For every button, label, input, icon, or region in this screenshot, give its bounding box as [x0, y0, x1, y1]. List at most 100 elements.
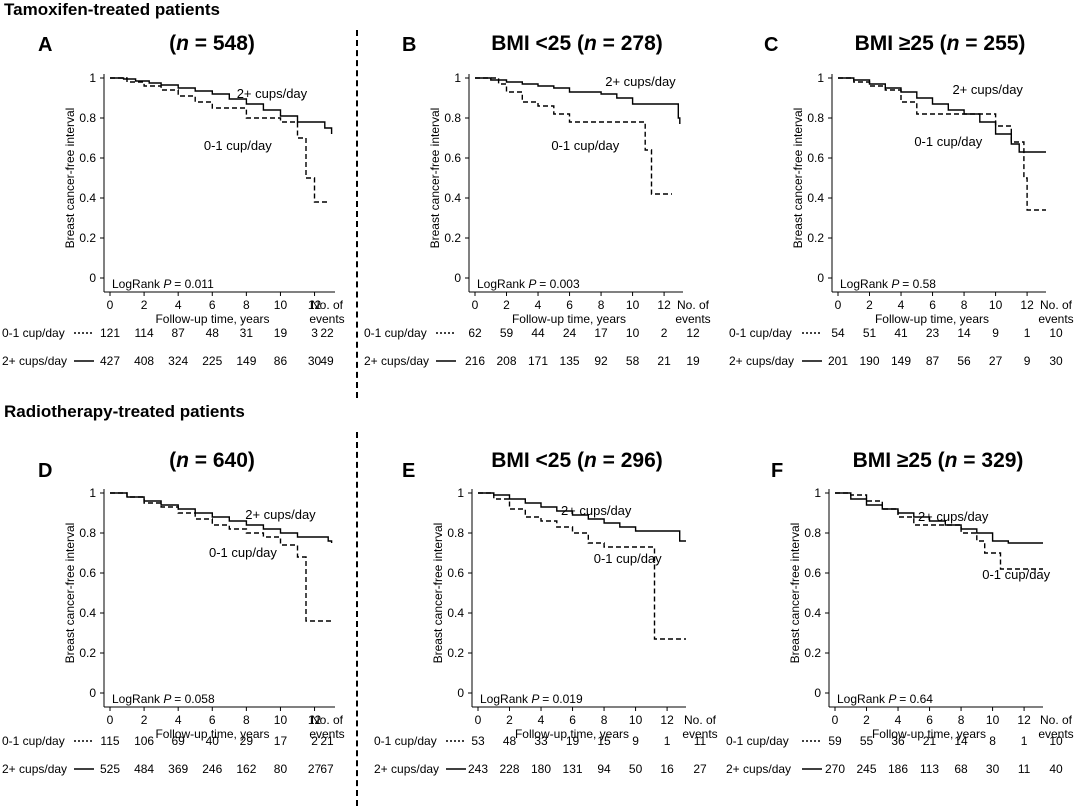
- risk-row-2-cups-count: 50: [629, 762, 643, 776]
- risk-row-0-1-cup-count: 14: [957, 326, 971, 340]
- risk-row-2-cups-count: 80: [274, 762, 288, 776]
- events-header-line1: No. of: [1040, 298, 1073, 312]
- risk-row-0-1-cup-count: 106: [134, 734, 154, 748]
- risk-row-0-1-cup-count: 121: [100, 326, 120, 340]
- panel-title-c: BMI ≥25 (n = 255): [854, 32, 1026, 55]
- annotation-2-cups: 2+ cups/day: [245, 507, 316, 522]
- risk-row-2-cups-count: 87: [926, 354, 940, 368]
- x-tick-label: 0: [835, 298, 842, 312]
- events-header-line2: events: [309, 312, 344, 326]
- panel-title-a: (n = 548): [169, 32, 255, 55]
- risk-row-0-1-cup-events: 21: [320, 734, 334, 748]
- risk-row-0-1-cup-count: 14: [954, 734, 968, 748]
- risk-row-2-cups-events: 40: [1049, 762, 1063, 776]
- divider-top: [356, 30, 358, 398]
- risk-row-0-1-cup-count: 3: [311, 326, 318, 340]
- y-tick-label: 0.6: [79, 151, 96, 165]
- risk-row-2-cups-count: 30: [986, 762, 1000, 776]
- series-2-cups-line: [110, 492, 333, 543]
- series-0-1-cup-line: [838, 77, 1046, 211]
- y-tick-label: 1: [457, 486, 464, 500]
- x-axis-label: Follow-up time, years: [515, 727, 629, 741]
- x-tick-label: 2: [141, 298, 148, 312]
- risk-row-2-cups-events: 67: [320, 762, 334, 776]
- risk-row-0-1-cup-label: 0-1 cup/day: [729, 326, 792, 340]
- panel-letter-a: A: [38, 34, 53, 56]
- series-2-cups-line: [835, 492, 1043, 544]
- risk-row-2-cups-count: 225: [202, 354, 222, 368]
- risk-row-2-cups-count: 245: [856, 762, 876, 776]
- risk-row-2-cups-count: 16: [660, 762, 674, 776]
- x-tick-label: 10: [274, 298, 288, 312]
- risk-row-0-1-cup-count: 115: [100, 734, 119, 748]
- y-axis-label: Breast cancer-free interval: [431, 523, 445, 664]
- x-axis-label: Follow-up time, years: [155, 312, 269, 326]
- risk-row-2-cups-events: 27: [693, 762, 707, 776]
- series-0-1-cup-line: [110, 77, 329, 203]
- logrank-label: LogRank P = 0.64: [837, 692, 933, 706]
- x-tick-label: 6: [926, 713, 933, 727]
- risk-row-2-cups-count: 58: [626, 354, 640, 368]
- events-header-line1: No. of: [684, 713, 717, 727]
- x-tick-label: 0: [475, 713, 482, 727]
- y-axis-label: Breast cancer-free interval: [791, 108, 805, 249]
- risk-row-0-1-cup-count: 48: [206, 326, 220, 340]
- series-2-cups-line: [475, 77, 681, 124]
- y-axis-label: Breast cancer-free interval: [428, 108, 442, 249]
- risk-row-0-1-cup-count: 31: [240, 326, 254, 340]
- risk-row-0-1-cup-count: 10: [626, 326, 640, 340]
- risk-row-0-1-cup-count: 53: [471, 734, 485, 748]
- risk-row-0-1-cup-count: 1: [664, 734, 671, 748]
- risk-row-0-1-cup-count: 33: [534, 734, 548, 748]
- risk-row-2-cups-events: 30: [1049, 354, 1063, 368]
- x-tick-label: 0: [107, 298, 114, 312]
- y-tick-label: 0: [89, 271, 96, 285]
- risk-row-0-1-cup-count: 15: [597, 734, 611, 748]
- x-tick-label: 8: [601, 713, 608, 727]
- risk-row-0-1-cup-count: 41: [894, 326, 908, 340]
- risk-row-0-1-cup-count: 29: [240, 734, 254, 748]
- panel-title-b: BMI <25 (n = 278): [491, 32, 663, 55]
- risk-row-2-cups-count: 427: [100, 354, 120, 368]
- annotation-0-1-cup: 0-1 cup/day: [551, 138, 619, 153]
- x-tick-label: 12: [1017, 713, 1031, 727]
- y-tick-label: 1: [817, 71, 824, 85]
- x-tick-label: 8: [961, 298, 968, 312]
- risk-row-0-1-cup-count: 40: [206, 734, 220, 748]
- x-tick-label: 0: [472, 298, 479, 312]
- y-tick-label: 0.8: [447, 526, 464, 540]
- risk-row-2-cups-count: 171: [528, 354, 548, 368]
- y-axis-label: Breast cancer-free interval: [63, 523, 77, 664]
- risk-row-2-cups-count: 135: [560, 354, 580, 368]
- events-header-line2: events: [682, 727, 717, 741]
- risk-row-2-cups-count: 243: [468, 762, 488, 776]
- series-0-1-cup-line: [110, 492, 332, 622]
- y-tick-label: 0.8: [807, 111, 824, 125]
- risk-row-2-cups-label: 2+ cups/day: [726, 762, 791, 776]
- x-axis-label: Follow-up time, years: [155, 727, 269, 741]
- x-tick-label: 8: [598, 298, 605, 312]
- risk-row-0-1-cup-count: 114: [135, 326, 154, 340]
- x-axis-label: Follow-up time, years: [512, 312, 626, 326]
- risk-row-0-1-cup-count: 1: [1024, 326, 1031, 340]
- panel-title-d: (n = 640): [169, 449, 255, 472]
- panel-letter-d: D: [38, 460, 53, 482]
- y-tick-label: 0: [457, 686, 464, 700]
- y-tick-label: 0: [454, 271, 461, 285]
- risk-row-2-cups-count: 180: [531, 762, 551, 776]
- risk-row-2-cups-count: 162: [236, 762, 256, 776]
- series-2-cups-line: [478, 492, 686, 542]
- panel-letter-e: E: [402, 460, 416, 482]
- risk-row-2-cups-count: 190: [859, 354, 879, 368]
- risk-row-2-cups-count: 131: [563, 762, 583, 776]
- y-tick-label: 0.2: [807, 231, 824, 245]
- risk-row-0-1-cup-label: 0-1 cup/day: [374, 734, 437, 748]
- risk-row-2-cups-count: 525: [100, 762, 120, 776]
- logrank-label: LogRank P = 0.58: [840, 277, 936, 291]
- risk-row-2-cups-count: 201: [828, 354, 848, 368]
- risk-row-2-cups-count: 56: [957, 354, 971, 368]
- risk-row-2-cups-label: 2+ cups/day: [364, 354, 429, 368]
- y-tick-label: 1: [814, 486, 821, 500]
- x-tick-label: 4: [535, 298, 542, 312]
- events-header-line2: events: [309, 727, 344, 741]
